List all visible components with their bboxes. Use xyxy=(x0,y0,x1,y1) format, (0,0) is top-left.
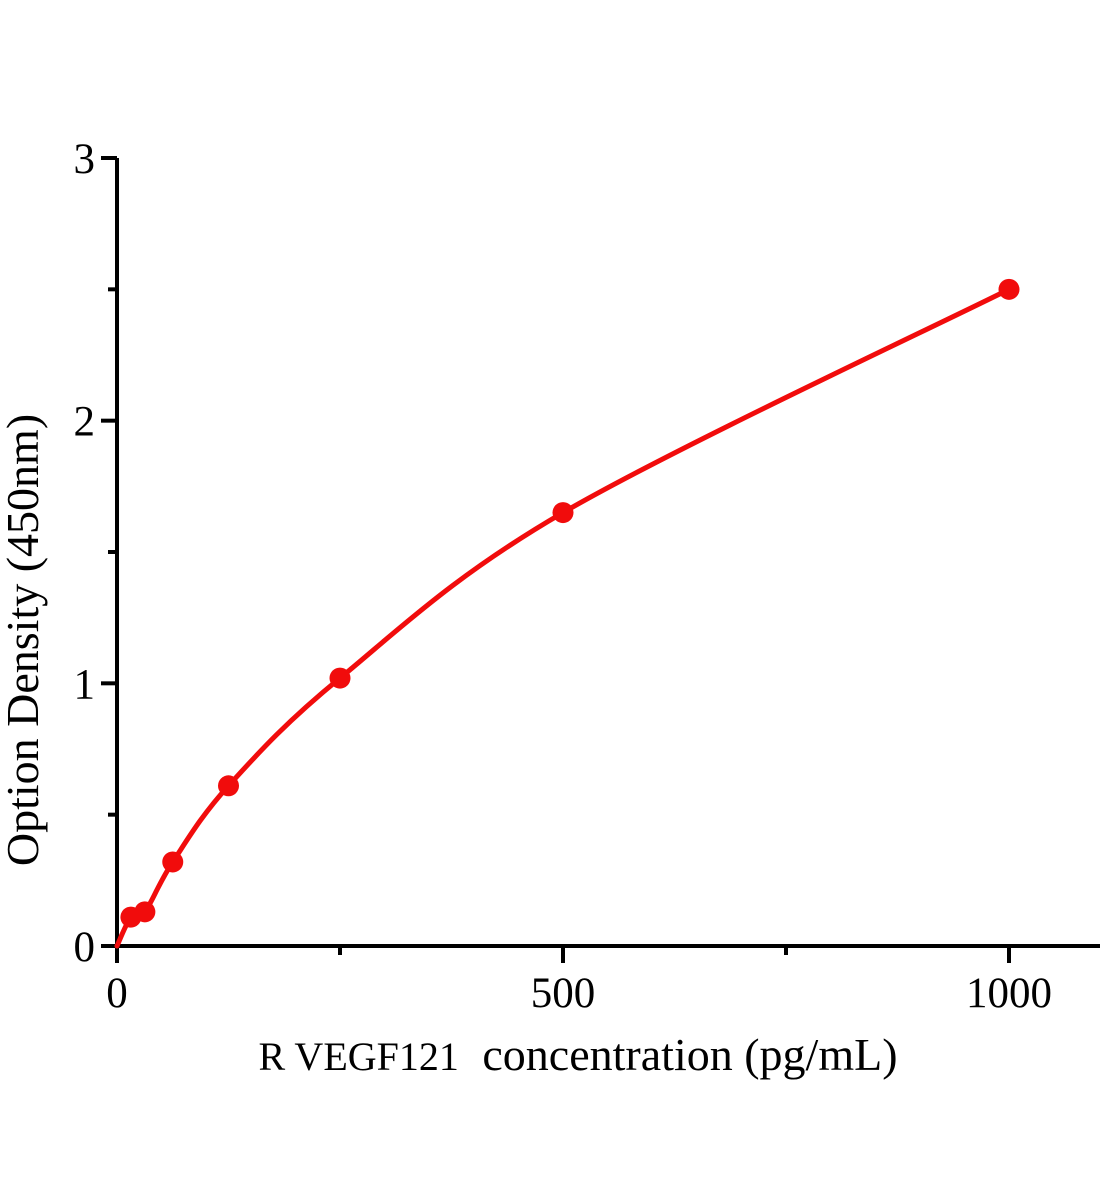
standard-curve-line xyxy=(114,286,1012,949)
data-point xyxy=(162,851,184,873)
x-axis-label: R VEGF121 concentration (pg/mL) xyxy=(258,1029,897,1080)
data-point xyxy=(998,278,1020,300)
data-point xyxy=(329,667,351,689)
axis-tick-labels: 0 500 1000 0 1 2 3 xyxy=(74,136,1053,1017)
data-point-markers xyxy=(120,278,1020,928)
x-tick-label: 500 xyxy=(531,970,596,1017)
axes xyxy=(115,158,1100,948)
y-tick-label: 0 xyxy=(74,924,96,971)
data-point xyxy=(552,502,574,524)
x-axis-label-main: concentration (pg/mL) xyxy=(482,1029,897,1080)
y-axis-label: Option Density (450nm) xyxy=(0,414,48,866)
y-tick-label: 3 xyxy=(74,136,96,183)
y-tick-label: 1 xyxy=(74,661,96,708)
x-axis-label-prefix: R VEGF121 xyxy=(258,1034,458,1079)
data-point xyxy=(218,775,239,797)
data-point xyxy=(134,901,156,923)
axis-ticks xyxy=(101,156,1011,963)
x-tick-label: 1000 xyxy=(966,970,1052,1017)
y-tick-label: 2 xyxy=(74,399,96,446)
x-tick-label: 0 xyxy=(106,970,128,1017)
